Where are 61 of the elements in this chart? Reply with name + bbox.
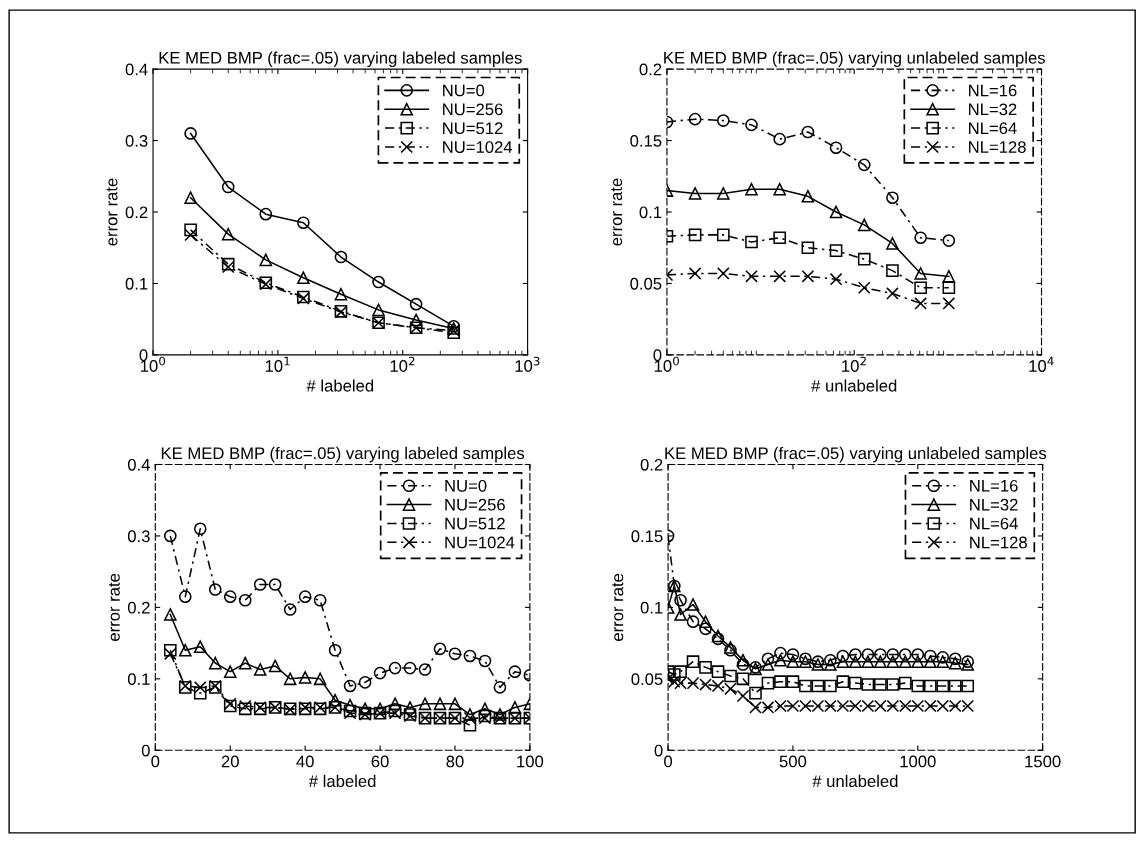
legend-label: NU=1024 (445, 536, 515, 549)
y-tick-label: 0.3 (125, 134, 148, 147)
y-axis-title: error rate (108, 573, 120, 641)
x-tick-label: 10$^{2}$ (390, 356, 415, 372)
x-tick-label: 0 (664, 755, 673, 768)
x-tick-label: 1500 (1025, 755, 1061, 768)
legend-label: NL=32 (969, 103, 1017, 116)
x-tick-label: 10$^{1}$ (265, 356, 290, 372)
x-tick-label: 100 (517, 755, 544, 768)
y-tick-label: 0 (141, 744, 150, 757)
y-tick-label: 0.1 (127, 673, 150, 686)
x-tick-label: 60 (371, 755, 389, 768)
y-tick-label: 0.05 (631, 673, 663, 686)
y-tick-label: 0.15 (630, 134, 662, 147)
legend-label: NU=1024 (443, 141, 513, 153)
x-axis-title: # labeled (308, 774, 376, 788)
x-axis-title: # unlabeled (812, 774, 898, 788)
legend-label: NU=0 (445, 479, 487, 492)
legend-label: NL=128 (969, 141, 1026, 153)
x-tick-label: 0 (151, 755, 160, 768)
y-tick-label: 0.05 (630, 277, 662, 290)
y-axis-title: error rate (611, 178, 623, 246)
y-tick-label: 0.1 (640, 601, 663, 614)
chart-title: KE MED BMP (frac=.05) varying unlabeled samples (665, 446, 1047, 463)
y-tick-label: 0.1 (125, 277, 148, 290)
x-tick-label: 10$^{3}$ (515, 356, 540, 372)
x-tick-label: 1000 (900, 755, 936, 768)
x-tick-label: 10$^{4}$ (1029, 356, 1054, 372)
legend-label: NU=512 (443, 122, 503, 135)
legend-label: NU=256 (443, 103, 503, 116)
legend-label: NL=16 (969, 84, 1017, 97)
legend-label: NL=64 (969, 122, 1017, 135)
x-axis-title: # unlabeled (811, 379, 897, 392)
y-tick-label: 0.1 (639, 206, 662, 219)
x-tick-label: 80 (446, 755, 464, 768)
y-axis-title: error rate (612, 573, 624, 641)
legend-label: NL=128 (970, 536, 1027, 549)
y-tick-label: 0.2 (640, 458, 663, 471)
x-tick-label: 10$^{2}$ (842, 356, 866, 372)
legend-label: NL=16 (970, 479, 1018, 492)
legend-label: NU=256 (445, 498, 505, 511)
x-tick-label: 20 (221, 755, 239, 768)
x-tick-label: 40 (296, 755, 314, 768)
legend-label: NL=32 (970, 498, 1018, 511)
legend-label: NU=512 (445, 517, 505, 530)
y-tick-label: 0 (654, 744, 663, 757)
y-tick-label: 0.2 (127, 601, 150, 614)
chart-title: KE MED BMP (frac=.05) varying labeled samples (159, 51, 522, 68)
y-tick-label: 0.2 (125, 206, 148, 219)
y-axis-title: error rate (106, 178, 118, 246)
y-tick-label: 0.2 (639, 63, 662, 76)
y-tick-label: 0.4 (127, 458, 150, 471)
x-tick-label: 500 (779, 755, 807, 768)
chart-title: KE MED BMP (frac=.05) varying labeled samples (161, 446, 525, 463)
legend-label: NU=0 (443, 84, 485, 97)
chart-title: KE MED BMP (frac=.05) varying unlabeled samples (664, 51, 1045, 68)
y-tick-label: 0.15 (631, 530, 663, 543)
legend-label: NL=64 (970, 517, 1018, 530)
x-axis-title: # labeled (306, 379, 374, 392)
y-tick-label: 0.4 (125, 63, 148, 76)
y-tick-label: 0.3 (127, 530, 150, 543)
